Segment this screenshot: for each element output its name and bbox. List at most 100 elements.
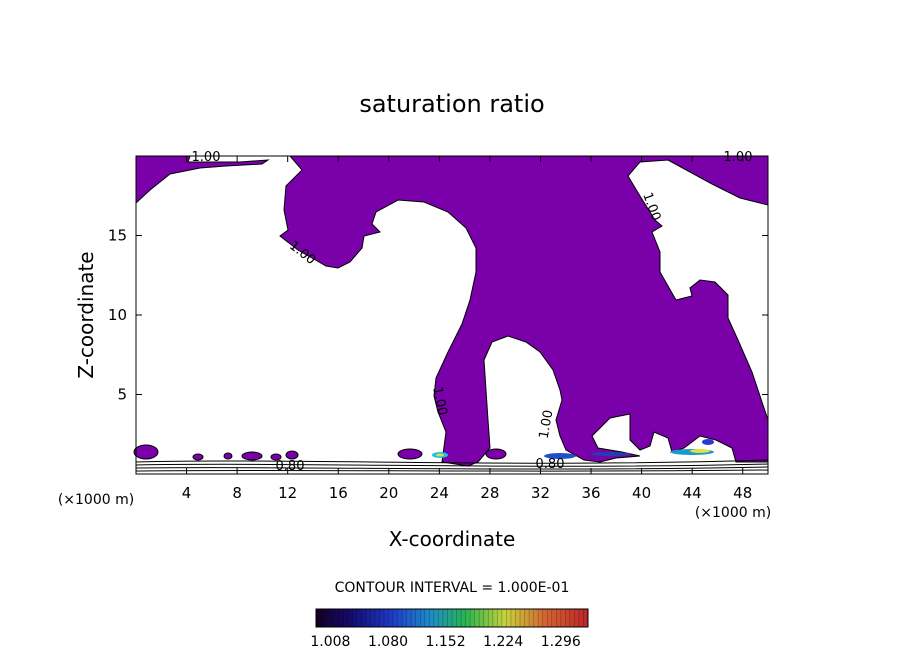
colorbar-swatch [456, 609, 462, 627]
colorbar [315, 608, 589, 628]
surface-contour-lines [135, 459, 769, 472]
contour-label: 1.00 [537, 409, 557, 440]
y-tick-label: 5 [117, 386, 127, 404]
colorbar-swatch [556, 609, 562, 627]
colorbar-swatch [465, 609, 471, 627]
x-tick-label: 12 [278, 484, 297, 502]
y-tick-label: 15 [108, 227, 127, 245]
colorbar-tick-label: 1.080 [368, 634, 408, 650]
colorbar-ticks: 1.008 1.080 1.152 1.224 1.296 [310, 634, 581, 650]
colorbar-swatch [483, 609, 489, 627]
colorbar-swatch [497, 609, 503, 627]
contour-label: 0.80 [536, 457, 565, 472]
colorbar-swatch [578, 609, 584, 627]
x-tick-label: 44 [683, 484, 702, 502]
colorbar-swatch [461, 609, 466, 627]
colorbar-swatch [379, 609, 385, 627]
x-tick-label: 24 [430, 484, 449, 502]
colorbar-swatch [524, 609, 530, 627]
colorbar-swatch [338, 609, 344, 627]
y-unit-label: (×1000 m) [58, 492, 134, 508]
colorbar-swatch [424, 609, 430, 627]
colorbar-swatch [402, 609, 407, 627]
colorbar-swatch [452, 609, 457, 627]
x-tick-label: 28 [480, 484, 499, 502]
x-unit-label: (×1000 m) [695, 505, 771, 521]
colorbar-swatch [510, 609, 516, 627]
colorbar-swatch [352, 609, 358, 627]
x-tick-label: 36 [581, 484, 600, 502]
contour-label: 1.00 [724, 150, 753, 165]
colorbar-swatch [361, 609, 367, 627]
y-axis-ticks: 5 10 15 [108, 227, 768, 404]
colorbar-swatch [393, 609, 398, 627]
colorbar-swatch [420, 609, 426, 627]
colorbar-swatch [406, 609, 412, 627]
colorbar-swatch [569, 609, 575, 627]
x-tick-label: 16 [329, 484, 348, 502]
colorbar-swatch [347, 609, 353, 627]
colorbar-swatch [329, 609, 335, 627]
colorbar-swatch [442, 609, 448, 627]
supersaturated-region [133, 155, 769, 467]
colorbar-swatch [470, 609, 475, 627]
colorbar-tick-label: 1.224 [483, 634, 523, 650]
colorbar-swatch [542, 609, 548, 627]
colorbar-swatch [343, 609, 349, 627]
x-tick-label: 40 [632, 484, 651, 502]
colorbar-swatch [429, 609, 435, 627]
contour-interval: CONTOUR INTERVAL = 1.000E-01 [335, 580, 570, 596]
colorbar-swatch [538, 609, 543, 627]
colorbar-swatch [533, 609, 539, 627]
colorbar-swatch [547, 609, 553, 627]
x-tick-label: 20 [379, 484, 398, 502]
colorbar-swatch [551, 609, 557, 627]
colorbar-swatch [565, 609, 571, 627]
colorbar-swatch [488, 609, 494, 627]
x-axis-ticks: 4 8 12 16 20 24 28 32 36 40 44 48 [182, 156, 752, 502]
colorbar-frame [315, 608, 589, 628]
colorbar-swatch [515, 609, 521, 627]
colorbar-swatch [397, 609, 403, 627]
colorbar-tick-label: 1.152 [426, 634, 466, 650]
colorbar-swatch [370, 609, 376, 627]
colorbar-swatch [334, 609, 339, 627]
colorbar-swatch [325, 609, 330, 627]
colorbar-swatch [320, 609, 326, 627]
colorbar-swatch [506, 609, 512, 627]
x-tick-label: 32 [531, 484, 550, 502]
x-tick-label: 4 [182, 484, 192, 502]
colorbar-swatch [374, 609, 380, 627]
contour-label: 1.00 [429, 386, 450, 417]
colorbar-tick-label: 1.008 [310, 634, 350, 650]
colorbar-swatch [447, 609, 453, 627]
x-axis-label: X-coordinate [389, 527, 516, 551]
colorbar-swatch [316, 609, 321, 627]
colorbar-swatch [529, 609, 534, 627]
chart-title: saturation ratio [359, 90, 544, 118]
colorbar-swatch [474, 609, 480, 627]
colorbar-swatch [438, 609, 444, 627]
colorbar-swatch [560, 609, 566, 627]
colorbar-swatch [415, 609, 421, 627]
colorbar-swatch [501, 609, 507, 627]
colorbar-swatch [479, 609, 485, 627]
colorbar-swatch [388, 609, 394, 627]
colorbar-swatch [411, 609, 417, 627]
colorbar-swatch [492, 609, 498, 627]
x-tick-label: 48 [733, 484, 752, 502]
colorbar-swatch [433, 609, 439, 627]
x-tick-label: 8 [232, 484, 242, 502]
colorbar-swatch [574, 609, 580, 627]
colorbar-swatch [356, 609, 362, 627]
contour-label: 1.00 [192, 150, 221, 165]
colorbar-swatch [520, 609, 525, 627]
colorbar-tick-label: 1.296 [541, 634, 581, 650]
y-axis-label: Z-coordinate [74, 251, 98, 378]
colorbar-swatch [384, 609, 389, 627]
contour-label: 0.80 [276, 459, 305, 474]
y-tick-label: 10 [108, 306, 127, 324]
colorbar-swatch [583, 609, 589, 627]
colorbar-swatch [365, 609, 371, 627]
